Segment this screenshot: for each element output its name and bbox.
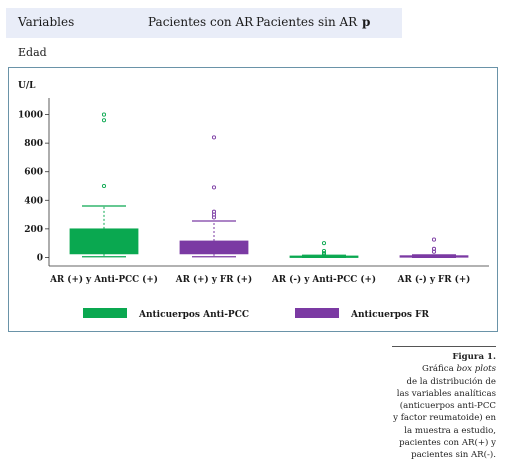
row-label-edad: Edad	[18, 46, 47, 59]
y-tick-label: 400	[24, 196, 43, 206]
y-tick-label: 1000	[18, 111, 43, 121]
caption-line: las variables analíticas	[396, 388, 496, 399]
box-iqr	[179, 240, 249, 255]
table-header: Variables Pacientes con AR Pacientes sin…	[6, 8, 402, 38]
legend-label: Anticuerpos Anti-PCC	[138, 310, 249, 320]
x-category-label: AR (+) y Anti-PCC (+)	[49, 274, 158, 285]
legend-swatch	[295, 308, 339, 318]
y-tick-label: 600	[24, 168, 43, 178]
caption-line: Gráfica box plots	[392, 363, 496, 375]
caption-text: Gráfica	[421, 364, 454, 375]
caption-label: Figura 1.	[452, 352, 496, 362]
outlier-point	[211, 185, 217, 190]
header-variables: Variables	[18, 15, 75, 29]
outlier-point	[321, 241, 327, 246]
y-tick-label: 200	[24, 225, 43, 235]
caption-line: (anticuerpos anti-PCC	[399, 401, 496, 412]
outlier-point	[321, 251, 327, 256]
outlier-point	[211, 209, 217, 214]
caption-line: pacientes sin AR(-).	[411, 450, 496, 461]
header-p: p	[362, 15, 371, 29]
x-category-label: AR (-) y FR (+)	[397, 274, 471, 285]
legend-label: Anticuerpos FR	[350, 310, 429, 320]
caption-line: y factor reumatoide) en	[393, 413, 496, 424]
boxplot-chart: U/L 0 200 400 600 800 1000 AR (+) y Anti-PCC (+…	[18, 81, 489, 320]
caption-line: la muestra a estudio,	[404, 425, 496, 436]
y-tick-label: 0	[37, 253, 43, 263]
outlier-point	[431, 246, 437, 251]
caption-line: pacientes con AR(+) y	[399, 438, 496, 449]
legend-swatch	[83, 308, 127, 318]
outlier-point	[101, 118, 107, 123]
header-pacientes-sin-ar: Pacientes sin AR	[256, 15, 358, 29]
y-axis-label: U/L	[18, 81, 36, 91]
outlier-point	[101, 112, 107, 117]
x-category-label: AR (+) y FR (+)	[175, 274, 252, 285]
outlier-point	[321, 248, 327, 254]
x-category-label: AR (-) y Anti-PCC (+)	[271, 274, 376, 285]
caption-emphasis: box plots	[456, 364, 496, 375]
chart-frame: U/L 0 200 400 600 800 1000 AR (+) y Anti-PCC (+…	[8, 67, 498, 332]
outlier-point	[431, 237, 437, 242]
outlier-point	[101, 183, 107, 189]
outlier-point	[211, 135, 217, 140]
figure-caption: Figura 1. Gráfica box plots de la distri…	[392, 346, 496, 462]
caption-line: de la distribución de	[406, 376, 496, 387]
header-pacientes-con-ar: Pacientes con AR	[148, 15, 254, 29]
y-tick-label: 800	[24, 139, 43, 149]
